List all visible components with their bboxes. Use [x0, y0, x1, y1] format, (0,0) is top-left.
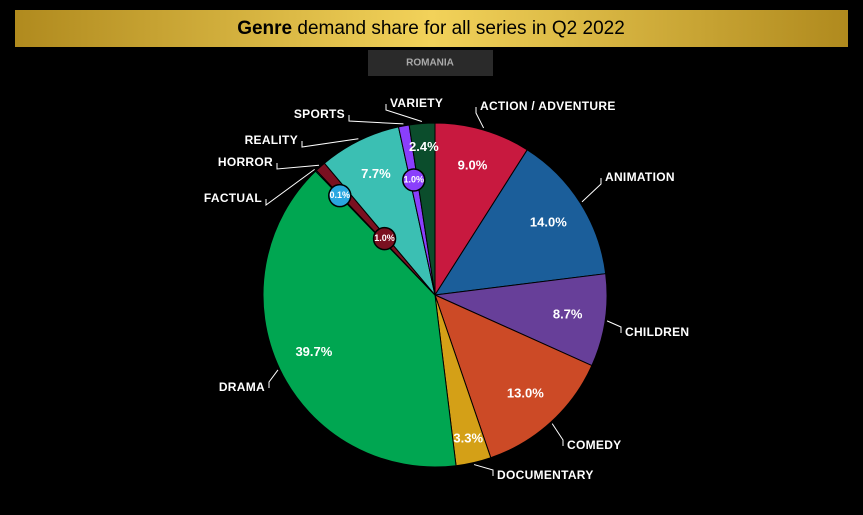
pie-slice	[434, 122, 528, 297]
category-label: SPORTS	[294, 107, 345, 121]
leader-line	[581, 178, 602, 203]
subtitle-box	[368, 50, 493, 76]
leader-line	[348, 115, 404, 125]
title-bold: Genre	[237, 18, 292, 39]
subtitle: ROMANIA	[406, 58, 454, 69]
pie-slice	[434, 149, 607, 296]
category-label: VARIETY	[390, 96, 443, 110]
value-label: 2.4%	[409, 139, 439, 154]
category-label: ACTION / ADVENTURE	[480, 99, 616, 113]
leader-line	[265, 168, 315, 206]
category-label: DRAMA	[219, 380, 265, 394]
value-bubble	[402, 168, 426, 192]
leader-line	[276, 163, 320, 170]
pie-slice	[434, 294, 593, 459]
value-label: 14.0%	[530, 215, 567, 230]
category-label: REALITY	[245, 133, 298, 147]
category-label: FACTUAL	[204, 191, 262, 205]
title-rest: demand share for all series in Q2 2022	[297, 18, 624, 39]
leader-line	[301, 138, 359, 148]
value-label: 1.0%	[404, 174, 425, 184]
leader-line	[475, 107, 485, 129]
title-banner	[15, 10, 848, 47]
pie-slice	[433, 273, 608, 367]
value-bubble	[328, 183, 352, 208]
value-label: 3.3%	[453, 431, 483, 446]
value-label: 8.7%	[553, 306, 583, 321]
value-label: 7.7%	[361, 166, 391, 181]
pie-slice	[262, 170, 457, 468]
value-label: 1.0%	[374, 233, 395, 243]
leader-line	[268, 369, 279, 388]
category-label: CHILDREN	[625, 325, 689, 339]
leader-line	[385, 104, 423, 122]
category-label: DOCUMENTARY	[497, 468, 594, 482]
value-bubble	[372, 226, 397, 251]
category-label: COMEDY	[567, 438, 621, 452]
value-label: 9.0%	[458, 158, 488, 173]
leader-line	[551, 423, 564, 446]
value-label: 39.7%	[295, 344, 332, 359]
value-label: 13.0%	[507, 386, 544, 401]
chart-title: Genre demand share for all series in Q2 …	[237, 18, 625, 39]
category-label: HORROR	[218, 155, 273, 169]
pie-slice	[408, 122, 436, 296]
category-label: ANIMATION	[605, 170, 675, 184]
leader-line	[606, 320, 622, 333]
leader-line	[473, 464, 494, 476]
value-label: 0.1%	[330, 190, 351, 200]
